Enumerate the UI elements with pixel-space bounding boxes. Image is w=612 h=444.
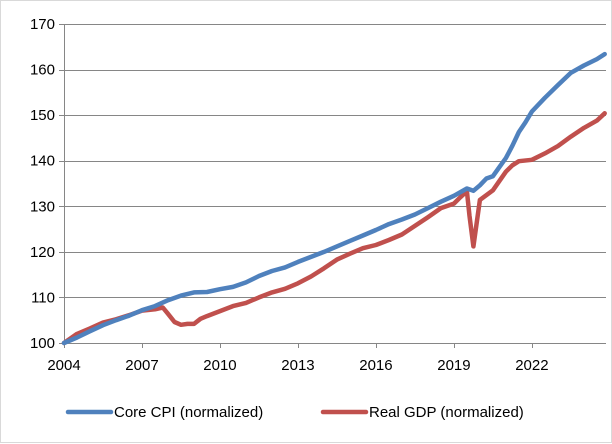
- y-tick-label: 120: [30, 244, 55, 261]
- x-tick-label: 2010: [203, 357, 236, 374]
- x-tick-label: 2016: [359, 357, 392, 374]
- y-tick-label: 130: [30, 198, 55, 215]
- legend: Core CPI (normalized) Real GDP (normalize…: [65, 404, 524, 421]
- x-tick-label: 2022: [515, 357, 548, 374]
- gridlines: [64, 24, 606, 298]
- series-line-core-cpi: [61, 51, 607, 346]
- x-tick-label: 2013: [281, 357, 314, 374]
- legend-label-real-gdp: Real GDP (normalized): [369, 404, 524, 421]
- legend-label-core-cpi: Core CPI (normalized): [114, 404, 263, 421]
- x-tick-label: 2019: [437, 357, 470, 374]
- x-axis-tick-labels: 2004 2007 2010 2013 2016 2019 2022: [47, 357, 548, 374]
- x-tick-label: 2007: [125, 357, 158, 374]
- y-tick-label: 150: [30, 107, 55, 124]
- y-tick-label: 160: [30, 62, 55, 79]
- y-tick-label: 170: [30, 16, 55, 33]
- y-tick-label: 100: [30, 335, 55, 352]
- series-line-real-gdp: [61, 111, 607, 346]
- y-axis-tick-labels: 100 110 120 130 140 150 160 170: [30, 16, 55, 352]
- y-tick-label: 110: [31, 289, 55, 306]
- series-lines: [61, 51, 607, 346]
- axes: [59, 24, 606, 348]
- x-tick-label: 2004: [47, 357, 80, 374]
- y-tick-label: 140: [30, 153, 55, 170]
